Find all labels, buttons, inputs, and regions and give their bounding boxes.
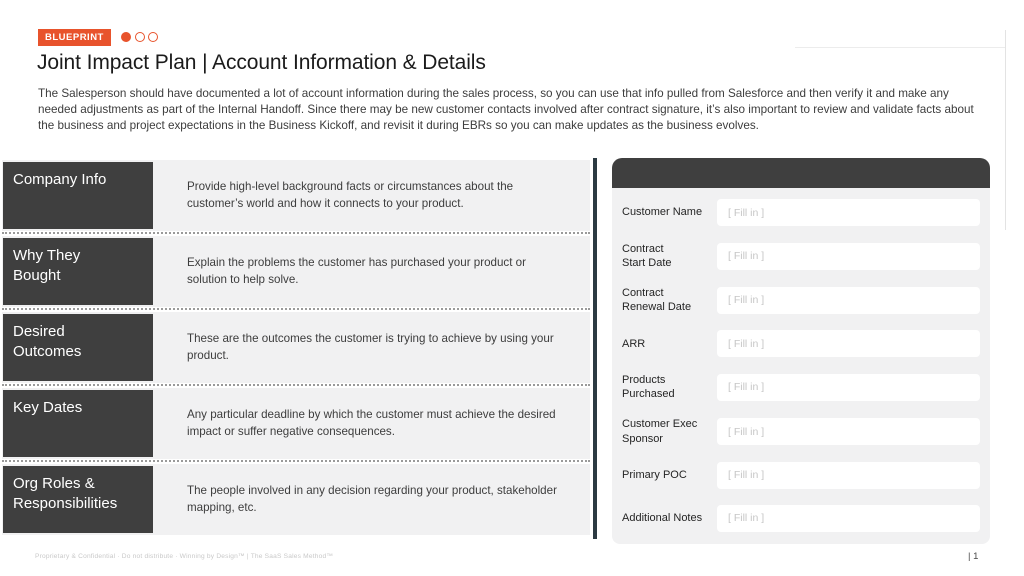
footer-copyright: Proprietary & Confidential · Do not dist… bbox=[35, 553, 334, 560]
form-field-additional-notes: Additional Notes bbox=[622, 504, 980, 532]
info-table: Company Info Provide high-level backgrou… bbox=[2, 160, 590, 535]
field-label: Customer Name bbox=[622, 206, 703, 219]
section-divider bbox=[593, 158, 597, 539]
form-field-customer-exec-sponsor: Customer Exec Sponsor bbox=[622, 417, 980, 446]
field-label: Contract Start Date bbox=[622, 243, 672, 270]
products-purchased-input[interactable] bbox=[717, 373, 980, 401]
table-row: Org Roles & Responsibilities The people … bbox=[2, 460, 590, 535]
table-row: Desired Outcomes These are the outcomes … bbox=[2, 308, 590, 383]
card-edge-horizontal bbox=[795, 47, 1006, 48]
customer-exec-sponsor-input[interactable] bbox=[717, 418, 980, 446]
form-field-products-purchased: Products Purchased bbox=[622, 373, 980, 401]
form-field-primary-poc: Primary POC bbox=[622, 461, 980, 489]
form-panel-header bbox=[612, 158, 990, 188]
progress-dot bbox=[148, 32, 158, 42]
table-row: Key Dates Any particular deadline by whi… bbox=[2, 384, 590, 459]
arr-input[interactable] bbox=[717, 330, 980, 358]
card-edge-vertical bbox=[1005, 30, 1006, 230]
contract-renewal-date-input[interactable] bbox=[717, 286, 980, 314]
row-description-text: These are the outcomes the customer is t… bbox=[187, 332, 554, 362]
row-label: Company Info bbox=[3, 162, 153, 229]
row-label: Desired Outcomes bbox=[3, 314, 153, 381]
row-description: Any particular deadline by which the cus… bbox=[153, 388, 590, 459]
field-label: Additional Notes bbox=[622, 512, 703, 525]
table-row: Why They Bought Explain the problems the… bbox=[2, 232, 590, 307]
page-title: Joint Impact Plan | Account Information … bbox=[37, 51, 486, 74]
form-field-arr: ARR bbox=[622, 330, 980, 358]
row-label: Key Dates bbox=[3, 390, 153, 457]
row-label: Why They Bought bbox=[3, 238, 153, 305]
table-row: Company Info Provide high-level backgrou… bbox=[2, 160, 590, 231]
form-field-customer-name: Customer Name bbox=[622, 199, 980, 226]
field-label: Primary POC bbox=[622, 469, 687, 482]
additional-notes-input[interactable] bbox=[717, 504, 980, 532]
row-description: The people involved in any decision rega… bbox=[153, 464, 590, 535]
field-label: ARR bbox=[622, 337, 646, 350]
blueprint-badge: BLUEPRINT bbox=[38, 29, 111, 46]
field-label: Products Purchased bbox=[622, 374, 675, 401]
page-number: | 1 bbox=[968, 551, 979, 562]
contract-start-date-input[interactable] bbox=[717, 242, 980, 270]
account-form-panel: Customer Name Contract Start Date Contra… bbox=[612, 158, 990, 544]
slide-progress-dots bbox=[121, 32, 158, 42]
page-description: The Salesperson should have documented a… bbox=[38, 87, 974, 133]
form-field-contract-renewal-date: Contract Renewal Date bbox=[622, 286, 980, 314]
row-description-text: Provide high-level background facts or c… bbox=[187, 180, 514, 210]
progress-dot-active bbox=[121, 32, 131, 42]
row-label: Org Roles & Responsibilities bbox=[3, 466, 153, 533]
progress-dot bbox=[134, 32, 145, 42]
customer-name-input[interactable] bbox=[717, 199, 980, 226]
row-description: Provide high-level background facts or c… bbox=[153, 160, 590, 231]
form-field-contract-start-date: Contract Start Date bbox=[622, 242, 980, 270]
row-description: Explain the problems the customer has pu… bbox=[153, 236, 590, 307]
row-description-text: Explain the problems the customer has pu… bbox=[187, 256, 526, 286]
row-description: These are the outcomes the customer is t… bbox=[153, 312, 590, 383]
row-description-text: The people involved in any decision rega… bbox=[187, 484, 557, 514]
primary-poc-input[interactable] bbox=[717, 461, 980, 489]
form-panel-body: Customer Name Contract Start Date Contra… bbox=[612, 188, 990, 544]
field-label: Customer Exec Sponsor bbox=[622, 418, 698, 445]
row-description-text: Any particular deadline by which the cus… bbox=[187, 408, 556, 438]
field-label: Contract Renewal Date bbox=[622, 287, 692, 314]
